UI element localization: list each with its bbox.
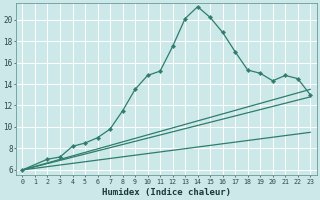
- X-axis label: Humidex (Indice chaleur): Humidex (Indice chaleur): [102, 188, 231, 197]
